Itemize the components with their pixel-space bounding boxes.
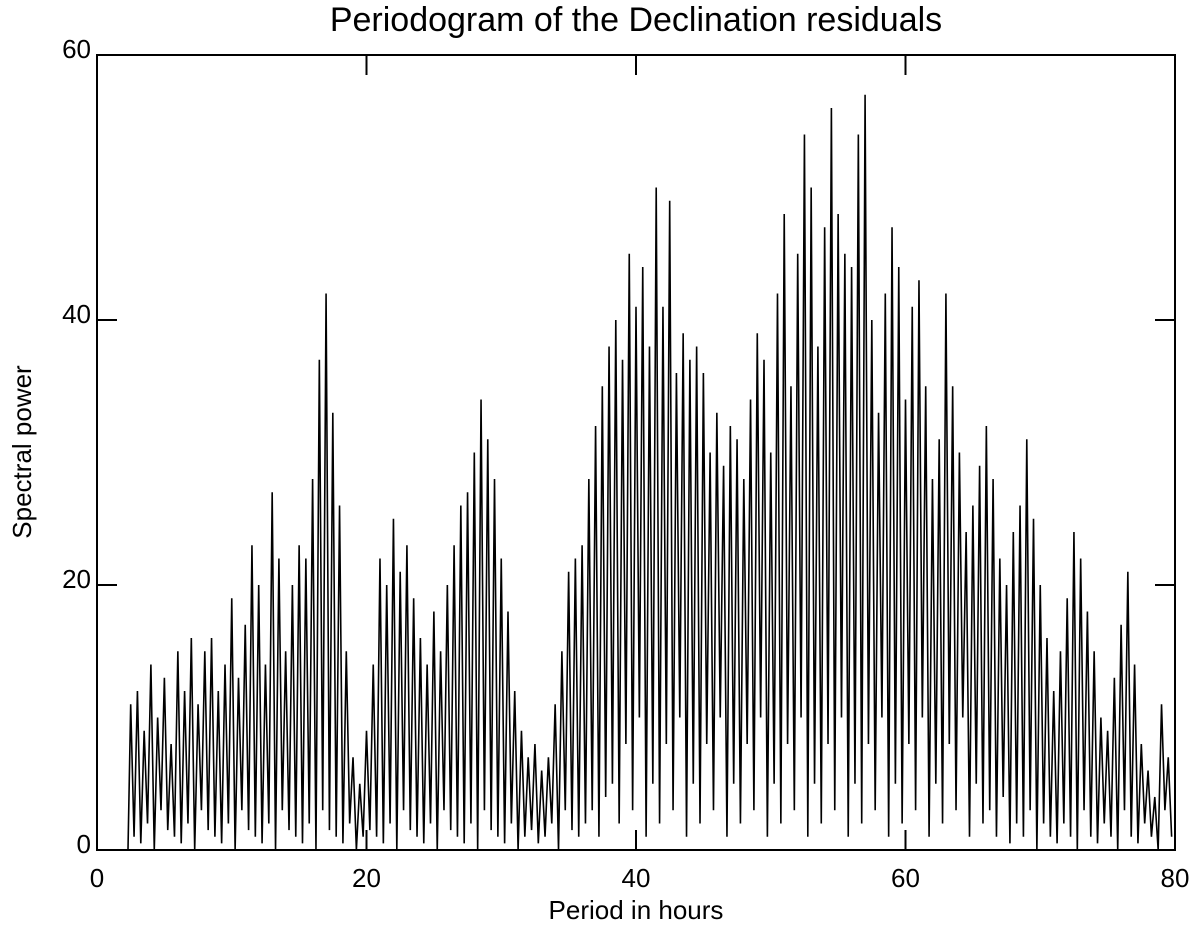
x-tick-label: 0: [90, 863, 104, 893]
y-tick-label: 60: [62, 34, 91, 64]
x-tick-label: 60: [891, 863, 920, 893]
x-tick-label: 20: [352, 863, 381, 893]
y-tick-label: 40: [62, 299, 91, 329]
y-tick-label: 20: [62, 564, 91, 594]
plot-frame: [96, 54, 1176, 851]
x-tick-label: 40: [622, 863, 651, 893]
y-tick-label: 0: [77, 829, 91, 859]
chart-title: Periodogram of the Declination residuals: [330, 1, 942, 39]
x-tick-label: 80: [1161, 863, 1190, 893]
x-axis-title: Period in hours: [549, 895, 724, 925]
y-axis-title: Spectral power: [7, 365, 37, 539]
data-line: [127, 94, 1173, 851]
